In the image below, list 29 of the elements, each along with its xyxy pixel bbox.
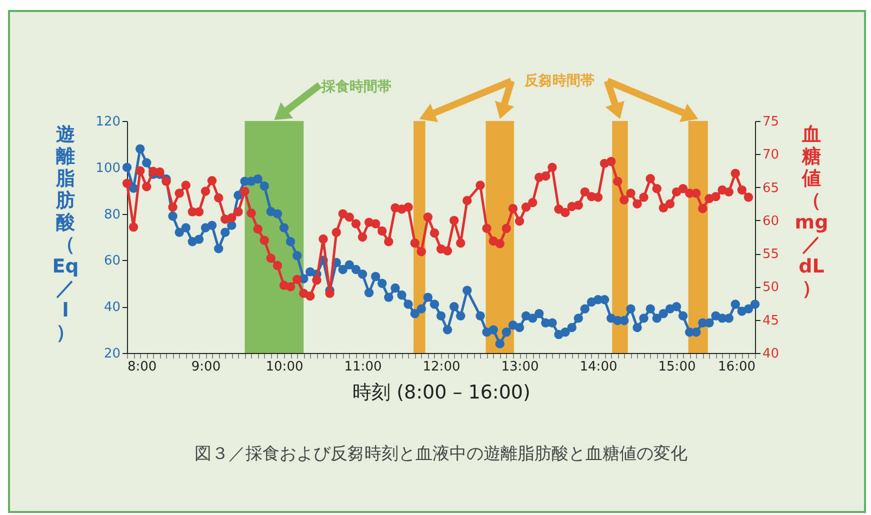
band-label: 反芻時間帯: [523, 72, 594, 89]
text: 図３／採食および反芻時刻と血液中の遊離脂肪酸と血糖値の変化: [194, 444, 688, 464]
y2-tick-label: 40: [762, 346, 780, 362]
y-tick-label: 80: [104, 207, 120, 222]
y2-axis-title: 血糖値（mg／dL）: [794, 124, 828, 300]
x-axis-title: 時刻 (8:00 – 16:00): [352, 382, 530, 404]
x-tick-label: 15:00: [658, 360, 696, 374]
x-tick-label: 11:00: [344, 360, 382, 374]
x-tick-label: 10:00: [266, 360, 304, 374]
y2-tick-label: 75: [762, 114, 780, 130]
text: 遊離脂肪酸（Eq／l）: [52, 124, 79, 344]
x-tick-label: 8:00: [128, 360, 157, 374]
x-tick-label: 12:00: [422, 360, 460, 374]
y2-tick-label: 50: [762, 280, 780, 296]
y2-tick-label: 45: [762, 313, 780, 328]
band-label: 採食時間帯: [320, 79, 392, 95]
y-tick-label: 40: [104, 300, 120, 316]
x-tick-label: 9:00: [191, 360, 221, 374]
y-tick-label: 20: [104, 346, 120, 362]
x-tick-label: 13:00: [501, 360, 539, 374]
y2-tick-label: 70: [762, 148, 780, 163]
y2-tick-label: 65: [762, 180, 780, 196]
x-tick-label: 14:00: [580, 360, 618, 374]
y-tick-label: 120: [96, 114, 120, 130]
y2-tick-label: 55: [762, 247, 780, 262]
y-tick-label: 100: [96, 160, 120, 176]
y2-tick-label: 60: [762, 214, 780, 229]
x-tick-label: 16:00: [718, 360, 756, 374]
y-tick-label: 60: [104, 254, 120, 269]
